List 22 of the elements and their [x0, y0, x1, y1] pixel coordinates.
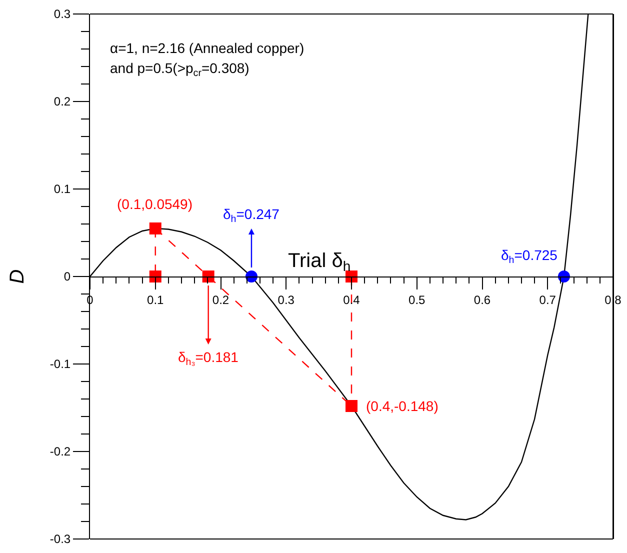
y-tick-label: -0.1: [50, 357, 71, 372]
x-tick-label: 0.2: [212, 292, 230, 307]
x-axis-title: Trial δ$_{h}$: [288, 250, 351, 274]
annotation: and p=0.5(>p$_{cr}$=0.308): [110, 60, 250, 79]
y-tick-label: 0: [64, 270, 71, 284]
annotation: (0.1,0.0549): [117, 196, 192, 212]
x-tick-label: 0.5: [408, 292, 426, 307]
x-tick-label: 0.6: [474, 292, 491, 307]
annotation: (0.4,-0.148): [366, 398, 438, 414]
annotation: δ$_{h}$=0.725: [501, 247, 558, 266]
annotation: α=1, n=2.16 (Annealed copper): [110, 40, 304, 56]
annotation: δ$_{h}$=0.247: [223, 206, 280, 225]
y-tick-label: -0.2: [50, 444, 71, 459]
y-tick-label: -0.3: [50, 532, 71, 546]
x-tick-label: 0.3: [278, 292, 295, 307]
y-axis-title: D: [6, 269, 28, 284]
y-tick-label: 0.1: [54, 182, 71, 196]
x-tick-label: 0.1: [147, 292, 164, 307]
y-tick-label: 0.3: [54, 7, 71, 22]
annotation: δ$_{h₃}$=0.181: [178, 349, 239, 368]
x-tick-label: 0.7: [539, 292, 556, 307]
y-tick-label: 0.2: [54, 94, 71, 109]
